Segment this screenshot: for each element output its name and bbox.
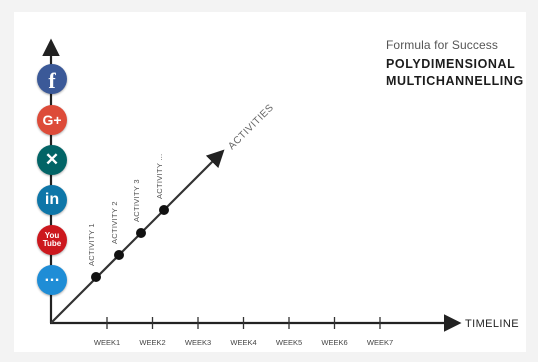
week-label: WEEK3	[185, 338, 211, 347]
activity-point	[91, 272, 101, 282]
activity-points: ACTIVITY 1 ACTIVITY 2 ACTIVITY 3 ACTIVITY .…	[87, 153, 169, 282]
youtube-icon[interactable]: You Tube	[37, 225, 67, 255]
diagram-title-line-1: POLYDIMENSIONAL	[386, 57, 516, 71]
week-ticks: WEEK1 WEEK2 WEEK3 WEEK4 WEEK5 WEEK6 WEEK7	[94, 317, 393, 347]
activity-label: ACTIVITY 3	[132, 179, 141, 222]
week-label: WEEK1	[94, 338, 120, 347]
google-plus-glyph: G+	[42, 112, 62, 128]
week-label: WEEK5	[276, 338, 302, 347]
timeline-label: TIMELINE	[465, 318, 519, 330]
activity-label: ACTIVITY 2	[110, 201, 119, 244]
diagram-subtitle: Formula for Success	[386, 38, 498, 52]
week-label: WEEK4	[230, 338, 256, 347]
week-label: WEEK7	[367, 338, 393, 347]
activities-axis	[50, 149, 225, 324]
title-block: Formula for Success POLYDIMENSIONAL MULT…	[386, 38, 524, 90]
activity-label: ACTIVITY 1	[87, 223, 96, 266]
activity-label: ACTIVITY ...	[155, 153, 164, 199]
more-icon[interactable]: …	[37, 265, 67, 295]
xing-icon[interactable]: ✕	[37, 145, 67, 175]
linkedin-icon[interactable]: in	[37, 185, 67, 215]
diagram-title-line-2: MULTICHANNELLING	[386, 74, 524, 88]
linkedin-glyph: in	[44, 191, 60, 208]
google-plus-icon[interactable]: G+	[37, 105, 67, 135]
xing-glyph: ✕	[44, 150, 60, 169]
card-background	[14, 12, 526, 352]
activity-point	[114, 250, 124, 260]
week-label: WEEK6	[321, 338, 347, 347]
week-label: WEEK2	[139, 338, 165, 347]
activity-point	[136, 228, 146, 238]
more-glyph: …	[44, 268, 60, 285]
facebook-icon[interactable]: f	[37, 64, 67, 94]
youtube-glyph: You Tube	[42, 231, 62, 248]
activity-point	[159, 205, 169, 215]
facebook-glyph: f	[48, 67, 56, 93]
